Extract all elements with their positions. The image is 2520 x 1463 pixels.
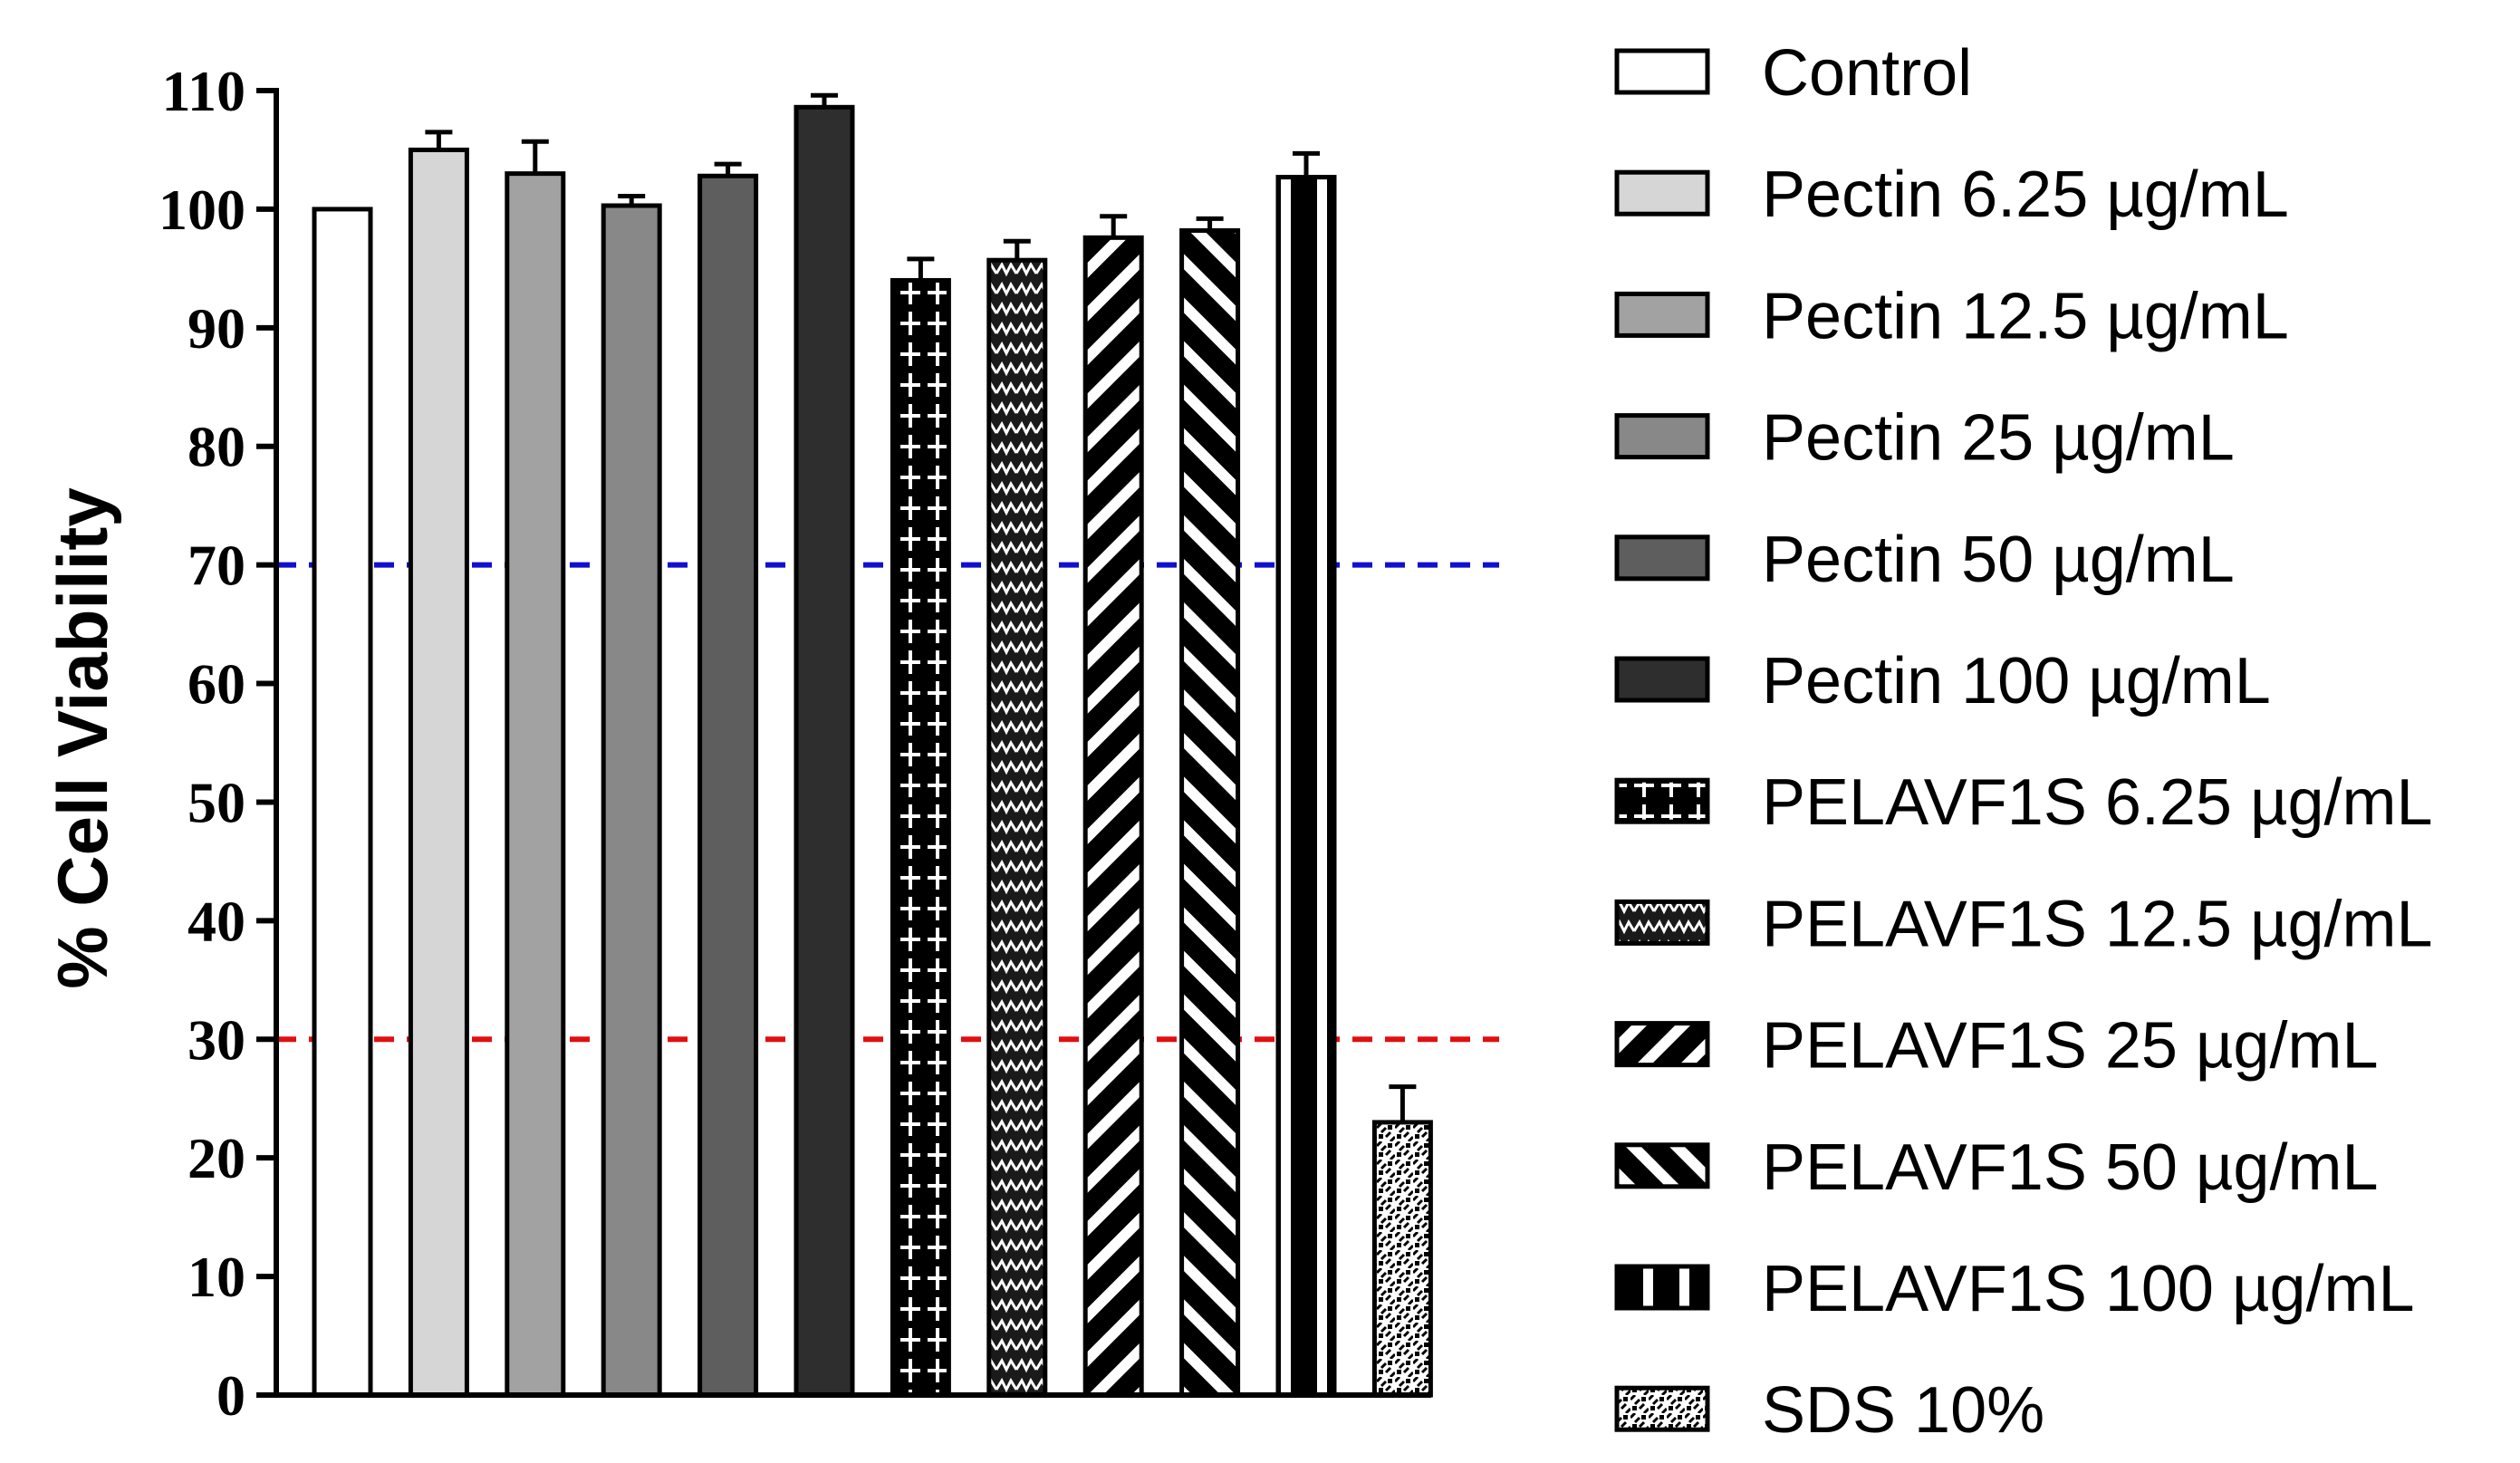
legend-item-6: Pectin 100 µg/mL [1614, 645, 2271, 717]
legend-item-5: Pectin 50 µg/mL [1614, 524, 2235, 596]
bars [312, 92, 1433, 1398]
legend-label-1: Control [1762, 37, 1972, 110]
legend-label-11: PELAVF1S 100 µg/mL [1762, 1253, 2415, 1325]
y-tick-label-90: 90 [188, 296, 245, 361]
bar-4 [601, 203, 662, 1398]
y-tick-label-0: 0 [216, 1363, 245, 1428]
legend-swatch-10 [1614, 1142, 1710, 1189]
legend-item-3: Pectin 12.5 µg/mL [1614, 280, 2289, 352]
bar-1 [312, 207, 373, 1398]
legend-label-8: PELAVF1S 12.5 µg/mL [1762, 888, 2433, 960]
legend-item-10: PELAVF1S 50 µg/mL [1614, 1131, 2378, 1204]
legend-label-10: PELAVF1S 50 µg/mL [1762, 1131, 2378, 1204]
legend-label-12: SDS 10% [1762, 1374, 2044, 1447]
legend-swatch-7 [1614, 777, 1710, 824]
legend-item-2: Pectin 6.25 µg/mL [1614, 159, 2289, 231]
y-tick-label-60: 60 [188, 652, 245, 717]
legend-label-6: Pectin 100 µg/mL [1762, 645, 2271, 717]
legend-label-9: PELAVF1S 25 µg/mL [1762, 1010, 2378, 1083]
legend-swatch-1 [1614, 48, 1710, 95]
legend-swatch-8 [1614, 899, 1710, 946]
y-axis: 0 10 20 30 40 50 60 70 80 90 100 110 [159, 59, 1431, 1428]
y-tick-label-70: 70 [188, 534, 245, 598]
legend-item-1: Control [1614, 37, 1972, 110]
y-tick-label-20: 20 [188, 1126, 245, 1190]
y-tick-label-40: 40 [188, 889, 245, 953]
bar-5 [697, 173, 759, 1398]
y-tick-label-80: 80 [188, 415, 245, 479]
legend-swatch-6 [1614, 656, 1710, 703]
legend-item-9: PELAVF1S 25 µg/mL [1614, 1010, 2378, 1083]
legend-item-8: PELAVF1S 12.5 µg/mL [1614, 888, 2433, 960]
legend-label-2: Pectin 6.25 µg/mL [1762, 159, 2289, 231]
bar-2 [408, 147, 469, 1398]
y-axis-label: % Cell Viability [43, 487, 122, 988]
bar-8 [986, 257, 1048, 1398]
y-tick-label-30: 30 [188, 1007, 245, 1072]
legend-label-5: Pectin 50 µg/mL [1762, 524, 2235, 596]
legend-swatch-11 [1614, 1264, 1710, 1311]
legend: Control Pectin 6.25 µg/mL Pectin 12.5 µg/m… [1614, 37, 2433, 1447]
y-tick-label-50: 50 [188, 770, 245, 834]
legend-swatch-3 [1614, 291, 1710, 338]
bar-12 [1371, 1120, 1433, 1398]
y-tick-label-110: 110 [162, 59, 245, 123]
y-tick-label-10: 10 [188, 1245, 245, 1309]
bar-10 [1179, 227, 1241, 1398]
bar-3 [505, 171, 566, 1398]
legend-swatch-2 [1614, 169, 1710, 217]
y-tick-label-100: 100 [159, 178, 245, 242]
bar-9 [1082, 235, 1144, 1398]
bar-7 [890, 277, 951, 1398]
legend-item-7: PELAVF1S 6.25 µg/mL [1614, 766, 2433, 839]
legend-item-12: SDS 10% [1614, 1374, 2044, 1447]
bar-11 [1275, 175, 1337, 1398]
legend-swatch-4 [1614, 413, 1710, 460]
legend-swatch-12 [1614, 1385, 1710, 1432]
legend-label-7: PELAVF1S 6.25 µg/mL [1762, 766, 2433, 839]
bar-6 [794, 104, 855, 1398]
legend-label-4: Pectin 25 µg/mL [1762, 402, 2235, 475]
legend-swatch-5 [1614, 534, 1710, 582]
legend-item-11: PELAVF1S 100 µg/mL [1614, 1253, 2415, 1325]
legend-item-4: Pectin 25 µg/mL [1614, 402, 2235, 475]
legend-swatch-9 [1614, 1021, 1710, 1068]
legend-label-3: Pectin 12.5 µg/mL [1762, 280, 2289, 352]
